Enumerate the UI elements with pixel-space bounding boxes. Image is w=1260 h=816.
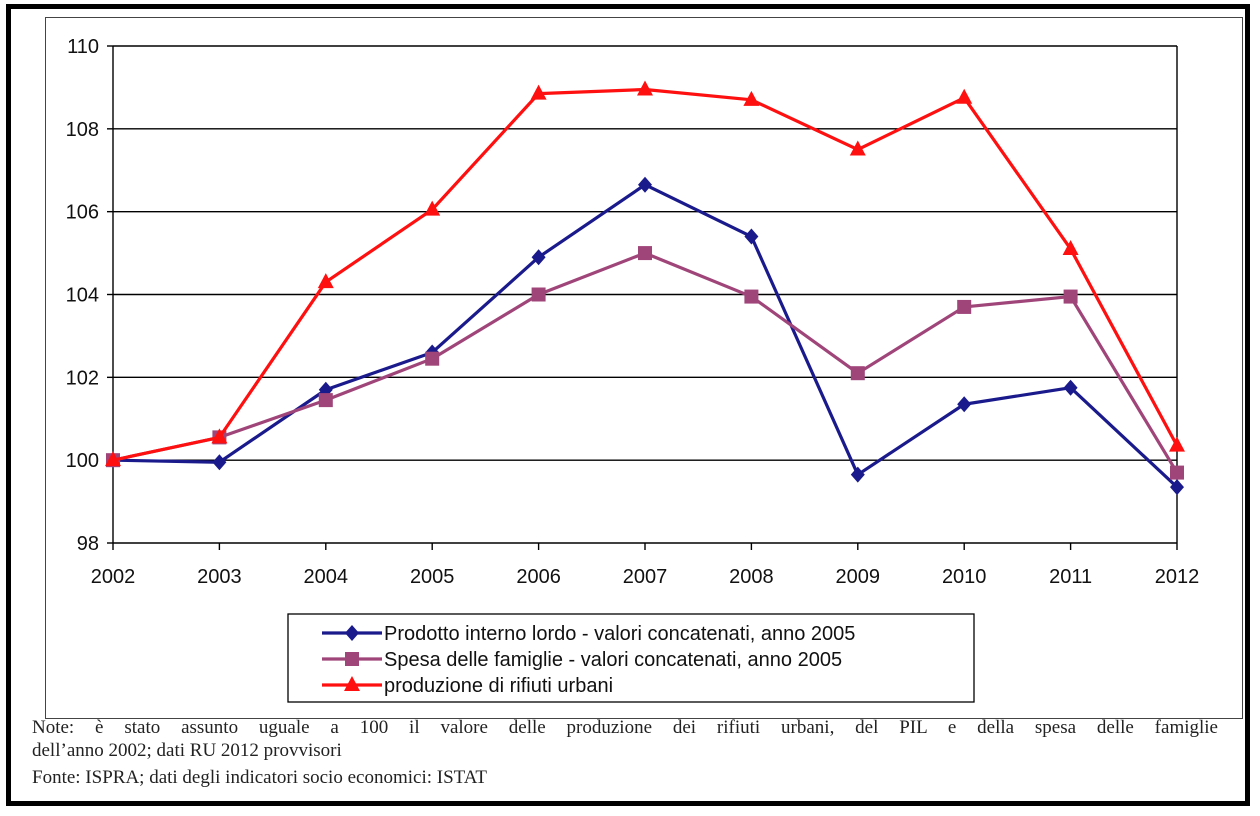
data-point-diamond: [850, 466, 865, 483]
x-tick-label: 2008: [729, 566, 774, 588]
data-point-triangle: [1169, 436, 1185, 452]
data-point-triangle: [956, 88, 973, 104]
data-point-triangle: [637, 80, 653, 96]
data-point-square: [1063, 289, 1078, 304]
data-point-square: [1170, 465, 1184, 480]
series-3: [105, 80, 1185, 467]
data-point-diamond: [212, 454, 227, 471]
series-line: [112, 87, 1179, 462]
data-point-triangle: [530, 84, 547, 100]
data-point-diamond: [531, 249, 546, 266]
data-point-square: [744, 289, 759, 304]
data-point-triangle: [1062, 239, 1079, 255]
x-tick-label: 2007: [623, 566, 668, 588]
data-point-diamond: [744, 228, 759, 245]
chart-box: [45, 17, 1243, 719]
x-tick-label: 2004: [304, 566, 349, 588]
series-1: [106, 176, 1184, 496]
x-axis-ticks: 2002 2003 2004 2005 2006 2007 2008 2009 2010 2011…: [91, 566, 1200, 588]
y-axis-ticks: 98 100 102 104 106 108 110: [66, 36, 99, 555]
data-point-square: [318, 393, 333, 408]
legend-label: Spesa delle famiglie - valori concatenat…: [384, 649, 842, 671]
data-point-triangle: [211, 428, 228, 444]
x-tick-label: 2006: [516, 566, 561, 588]
data-point-square: [957, 299, 972, 314]
data-point-square: [531, 287, 546, 302]
data-point-square: [850, 366, 865, 381]
data-point-square: [345, 652, 359, 666]
legend-label: produzione di rifiuti urbani: [384, 675, 613, 697]
x-tick-label: 2010: [942, 566, 987, 588]
note-line-1: Note: è stato assunto uguale a 100 il va…: [32, 717, 1218, 738]
y-tick-label: 104: [66, 285, 99, 307]
data-point-diamond: [345, 625, 359, 641]
legend-label: Prodotto interno lordo - valori concaten…: [384, 623, 855, 645]
x-tick-label: 2005: [410, 566, 455, 588]
data-point-triangle: [743, 90, 760, 106]
grid-lines: [107, 45, 1178, 550]
y-tick-label: 100: [66, 450, 99, 472]
x-tick-label: 2002: [91, 566, 136, 588]
x-tick-label: 2003: [197, 566, 242, 588]
note-line-2: dell’anno 2002; dati RU 2012 provvisori: [32, 740, 342, 761]
x-tick-label: 2012: [1155, 566, 1200, 588]
x-tick-label: 2011: [1049, 566, 1092, 588]
y-tick-label: 106: [66, 202, 99, 224]
series-line: [112, 251, 1179, 474]
source-line: Fonte: ISPRA; dati degli indicatori soci…: [32, 767, 487, 788]
data-point-triangle: [424, 200, 441, 216]
data-point-square: [638, 246, 652, 261]
x-tick-label: 2009: [836, 566, 881, 588]
data-point-triangle: [317, 273, 334, 289]
y-tick-label: 98: [77, 533, 99, 555]
series-layer: [105, 80, 1185, 496]
legend: Prodotto interno lordo - valori concaten…: [287, 613, 975, 703]
data-point-triangle: [105, 451, 121, 467]
y-tick-label: 110: [67, 36, 99, 58]
y-tick-label: 102: [66, 367, 99, 389]
data-point-triangle: [849, 140, 866, 156]
series-line: [112, 183, 1179, 489]
data-point-square: [425, 351, 440, 366]
data-point-triangle: [344, 676, 360, 691]
series-2: [106, 246, 1184, 480]
data-point-diamond: [1063, 379, 1078, 396]
data-point-diamond: [957, 396, 972, 413]
y-tick-label: 108: [66, 119, 99, 141]
data-point-diamond: [638, 176, 652, 193]
legend-box: [287, 613, 975, 703]
data-point-diamond: [1170, 479, 1184, 496]
